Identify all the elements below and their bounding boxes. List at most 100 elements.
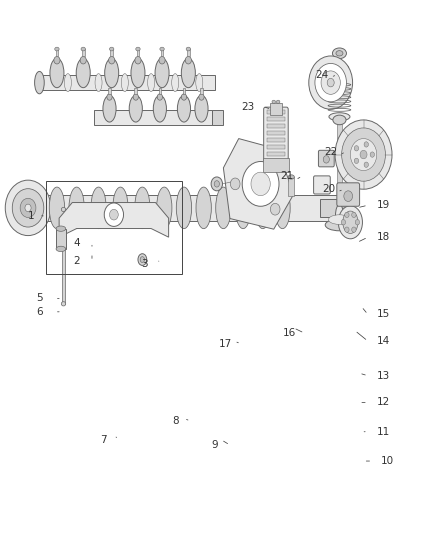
Bar <box>137 49 139 56</box>
Ellipse shape <box>110 47 114 51</box>
Circle shape <box>355 220 360 225</box>
Text: 5: 5 <box>36 294 43 303</box>
Ellipse shape <box>91 187 106 229</box>
Circle shape <box>270 204 280 215</box>
Ellipse shape <box>153 95 166 122</box>
Bar <box>161 49 163 56</box>
Bar <box>263 158 289 172</box>
Text: 6: 6 <box>36 307 43 317</box>
Circle shape <box>20 198 36 217</box>
Bar <box>267 152 285 156</box>
Ellipse shape <box>272 100 276 103</box>
Bar <box>267 131 285 135</box>
Circle shape <box>25 204 31 212</box>
Ellipse shape <box>325 219 354 231</box>
Bar <box>183 88 185 94</box>
Ellipse shape <box>50 58 64 88</box>
Ellipse shape <box>140 257 145 262</box>
Bar <box>320 199 346 217</box>
Ellipse shape <box>61 207 66 212</box>
Ellipse shape <box>328 215 350 224</box>
Ellipse shape <box>336 205 343 226</box>
Circle shape <box>230 178 240 190</box>
Text: 14: 14 <box>377 336 390 346</box>
Circle shape <box>309 56 353 109</box>
Circle shape <box>354 158 359 164</box>
Ellipse shape <box>333 115 346 125</box>
Ellipse shape <box>135 56 141 64</box>
FancyBboxPatch shape <box>337 183 360 206</box>
Ellipse shape <box>157 94 162 100</box>
Ellipse shape <box>215 187 231 229</box>
Circle shape <box>251 172 270 196</box>
Text: 20: 20 <box>322 184 335 194</box>
Ellipse shape <box>255 187 271 229</box>
Circle shape <box>327 78 334 87</box>
Bar <box>267 145 285 149</box>
Bar <box>267 110 285 114</box>
Circle shape <box>352 212 356 217</box>
Text: 21: 21 <box>280 171 293 181</box>
Ellipse shape <box>159 56 165 64</box>
Ellipse shape <box>61 302 66 306</box>
Text: 2: 2 <box>73 256 80 266</box>
Text: 9: 9 <box>211 440 218 450</box>
Text: 23: 23 <box>241 102 254 111</box>
Text: 7: 7 <box>99 435 106 445</box>
Ellipse shape <box>185 56 191 64</box>
Polygon shape <box>223 139 293 229</box>
Ellipse shape <box>330 64 349 71</box>
Bar <box>110 49 113 56</box>
Bar <box>212 110 223 125</box>
Ellipse shape <box>181 94 187 100</box>
Ellipse shape <box>133 94 138 100</box>
Ellipse shape <box>157 187 172 229</box>
Ellipse shape <box>103 95 116 122</box>
Ellipse shape <box>195 95 208 122</box>
Bar <box>39 75 215 90</box>
Bar <box>267 138 285 142</box>
Text: 11: 11 <box>377 427 390 437</box>
Circle shape <box>364 142 368 147</box>
Ellipse shape <box>135 187 150 229</box>
Circle shape <box>5 180 51 236</box>
FancyBboxPatch shape <box>264 107 288 162</box>
Ellipse shape <box>196 74 203 92</box>
Text: 22: 22 <box>324 147 337 157</box>
Ellipse shape <box>136 47 140 51</box>
Ellipse shape <box>56 246 66 252</box>
Ellipse shape <box>276 100 280 103</box>
Bar <box>328 83 351 112</box>
Text: 24: 24 <box>315 70 328 79</box>
Circle shape <box>242 161 279 206</box>
Ellipse shape <box>236 187 251 229</box>
Ellipse shape <box>181 58 195 88</box>
Bar <box>134 88 137 94</box>
Ellipse shape <box>107 94 112 100</box>
Text: 18: 18 <box>377 232 390 242</box>
Circle shape <box>360 150 367 159</box>
Ellipse shape <box>109 56 115 64</box>
Ellipse shape <box>186 47 191 51</box>
Bar <box>270 103 282 115</box>
Ellipse shape <box>333 66 346 78</box>
Circle shape <box>321 71 340 94</box>
Circle shape <box>110 209 118 220</box>
Ellipse shape <box>338 206 363 239</box>
Ellipse shape <box>275 187 290 229</box>
Bar <box>62 211 65 304</box>
Ellipse shape <box>95 74 102 92</box>
Bar <box>94 110 212 125</box>
Ellipse shape <box>138 254 147 265</box>
Bar <box>26 195 346 221</box>
Circle shape <box>214 181 219 187</box>
Bar <box>288 177 294 196</box>
Ellipse shape <box>113 187 128 229</box>
Ellipse shape <box>81 47 85 51</box>
Circle shape <box>341 220 346 225</box>
Text: 13: 13 <box>377 371 390 381</box>
Bar <box>56 229 66 249</box>
Circle shape <box>345 212 349 217</box>
Text: 1: 1 <box>27 211 34 221</box>
Ellipse shape <box>199 94 204 100</box>
